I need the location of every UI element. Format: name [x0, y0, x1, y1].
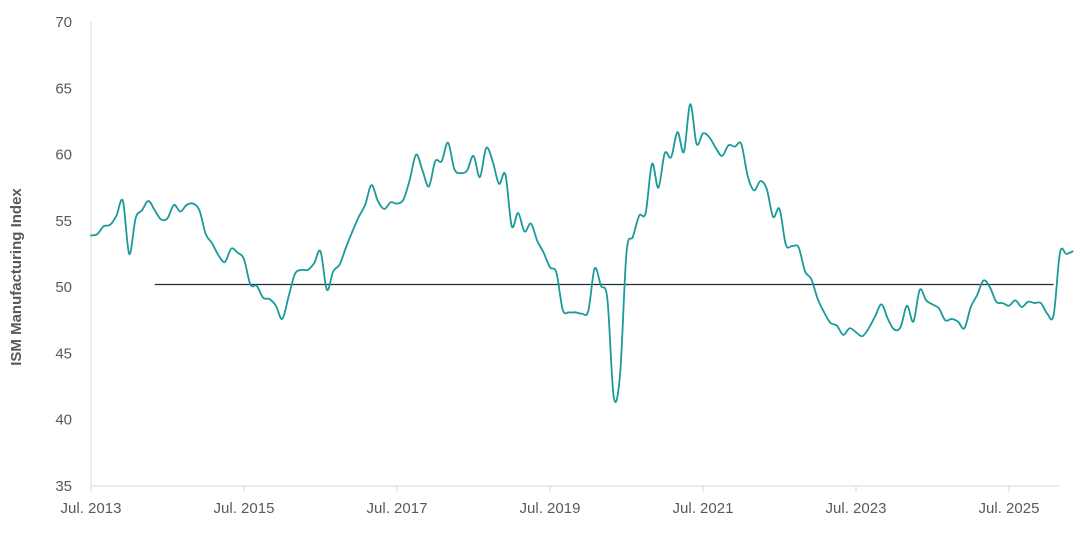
- y-axis-title: ISM Manufacturing Index: [8, 188, 25, 366]
- series-line-ism: [90, 103, 1074, 403]
- x-tick-label: Jul. 2013: [61, 500, 122, 517]
- x-tick-label: Jul. 2017: [367, 500, 428, 517]
- y-tick-labels: 35 40 45 50 55 60 65 70: [55, 14, 72, 495]
- x-tick-label: Jul. 2015: [214, 500, 275, 517]
- y-tick-label: 50: [55, 279, 72, 296]
- y-tick-label: 45: [55, 345, 72, 362]
- series-group: [90, 103, 1074, 403]
- y-tick-label: 60: [55, 147, 72, 164]
- axes: [90, 22, 1060, 487]
- y-tick-label: 55: [55, 213, 72, 230]
- y-axis-title-group: ISM Manufacturing Index: [8, 188, 25, 366]
- x-tick-label: Jul. 2023: [826, 500, 887, 517]
- x-tick-label: Jul. 2025: [979, 500, 1040, 517]
- x-tick-label: Jul. 2021: [673, 500, 734, 517]
- y-tick-label: 35: [55, 478, 72, 495]
- y-tick-label: 65: [55, 80, 72, 97]
- y-tick-label: 70: [55, 14, 72, 31]
- x-tick-labels: Jul. 2013 Jul. 2015 Jul. 2017 Jul. 2019 Jul.…: [61, 486, 1040, 517]
- x-tick-label: Jul. 2019: [520, 500, 581, 517]
- y-tick-label: 40: [55, 412, 72, 429]
